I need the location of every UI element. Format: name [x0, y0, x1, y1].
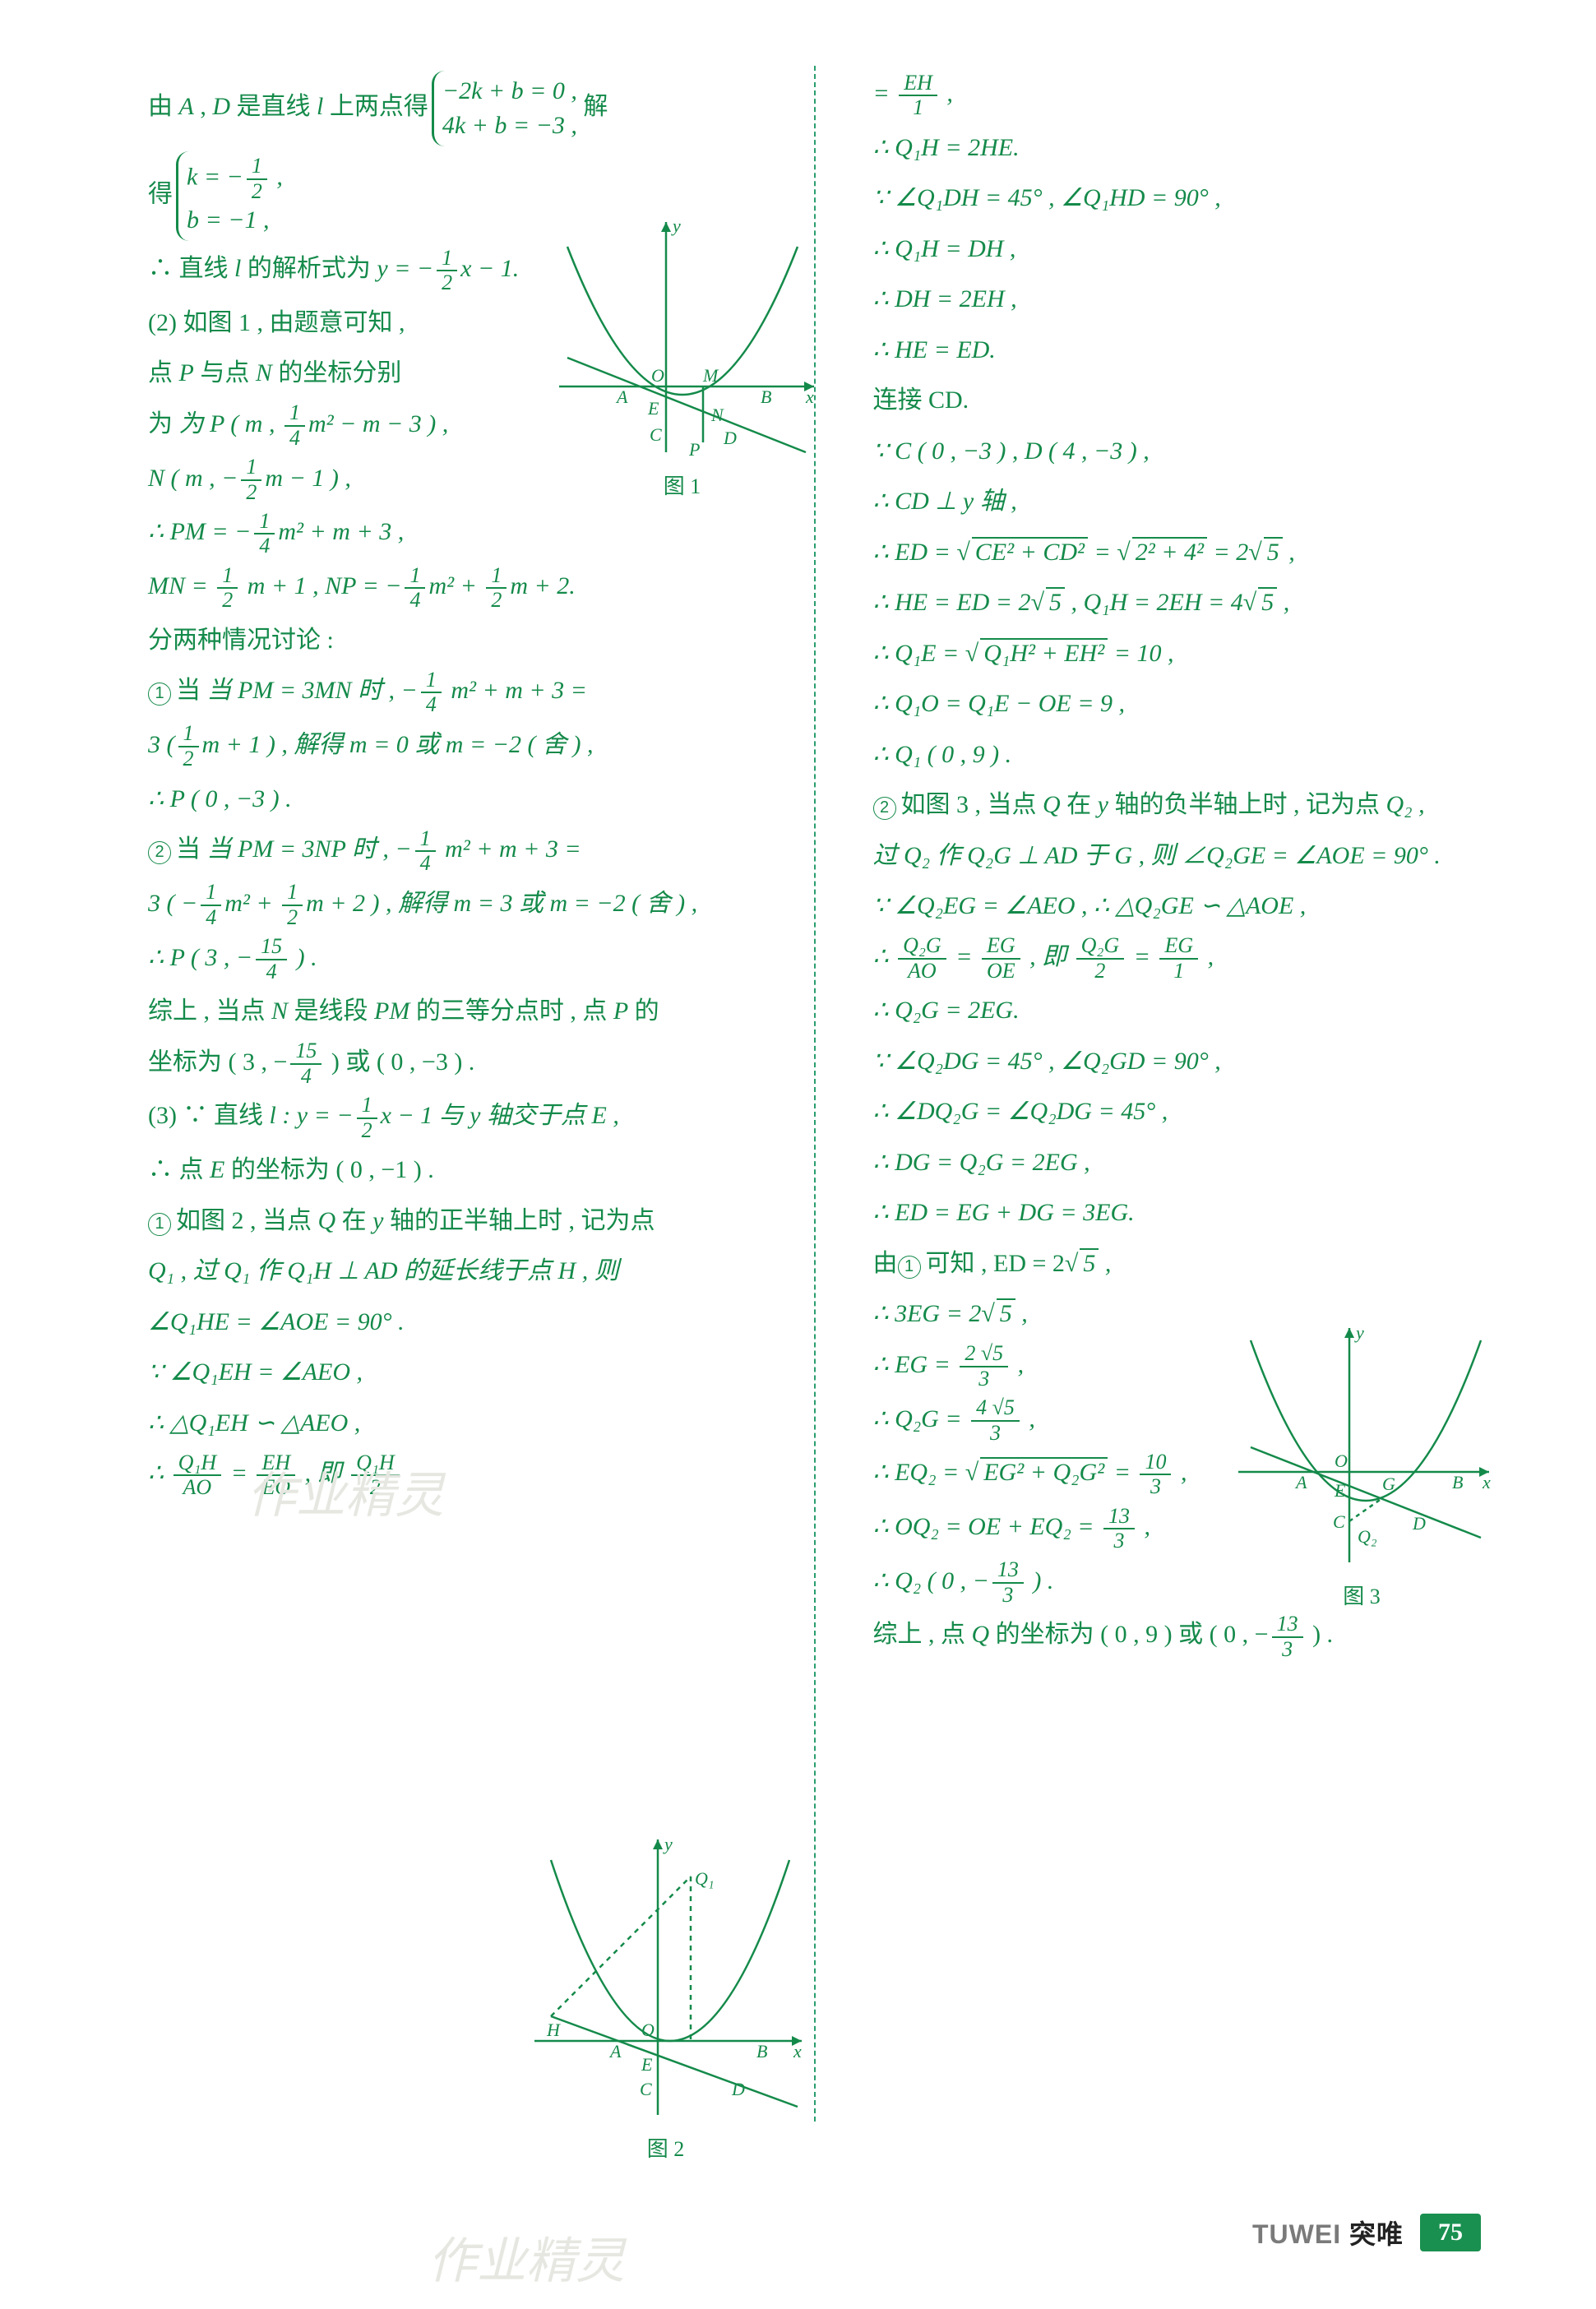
svg-text:E: E [641, 2054, 653, 2075]
svg-text:P: P [688, 439, 700, 460]
svg-text:O: O [651, 365, 664, 386]
line: ∵ ∠Q₂EG = ∠AEO , ∴ △Q₂GE ∽ △AOE , [873, 883, 1498, 929]
figure-3: y x O A B E G C D Q₂ 图 3 [1226, 1316, 1497, 1610]
figure-3-svg: y x O A B E G C D Q₂ [1226, 1316, 1497, 1571]
figure-1: y x O A B M E N C P D 图 1 [543, 214, 822, 500]
svg-text:y: y [1354, 1322, 1364, 1343]
figure-1-svg: y x O A B M E N C P D [543, 214, 822, 460]
line: = EH1 , [873, 71, 1498, 120]
line: 综上 , 当点 N 是线段 PM 的三等分点时 , 点 P 的 [148, 988, 773, 1034]
svg-text:C: C [650, 424, 662, 445]
line: ∴ ED = EG + DG = 3EG. [873, 1190, 1498, 1236]
line: ∴ Q₁H = 2HE. [873, 125, 1498, 171]
line: MN = 12 m + 1 , NP = −14m² + 12m + 2. [148, 563, 773, 613]
line: 1如图 2 , 当点 Q 在 y 轴的正半轴上时 , 记为点 [148, 1198, 773, 1244]
svg-text:E: E [1334, 1480, 1346, 1501]
line: ∴ HE = ED. [873, 327, 1498, 373]
line: ∴ DH = 2EH , [873, 276, 1498, 322]
svg-text:x: x [1482, 1472, 1491, 1492]
line: 过 Q₂ 作 Q₂G ⊥ AD 于 G , 则 ∠Q₂GE = ∠AOE = 9… [873, 833, 1498, 879]
line: 3 (12m + 1 ) , 解得 m = 0 或 m = −2 ( 舍 ) , [148, 722, 773, 771]
svg-text:C: C [640, 2079, 652, 2099]
line: 连接 CD. [873, 377, 1498, 423]
svg-text:x: x [793, 2041, 802, 2061]
svg-text:G: G [1382, 1474, 1395, 1494]
line: ∴ Q₁O = Q₁E − OE = 9 , [873, 681, 1498, 727]
footer: TUWEI 突唯 75 [1252, 2214, 1481, 2251]
line: 由1可知 , ED = 25 , [873, 1241, 1498, 1287]
line: ∴ Q₂GAO = EGOE , 即 Q₂G2 = EG1 , [873, 934, 1498, 983]
svg-text:x: x [805, 386, 814, 407]
watermark-2: 作业精灵 [428, 2221, 625, 2293]
svg-text:H: H [546, 2020, 561, 2040]
line: ∵ ∠Q₂DG = 45° , ∠Q₂GD = 90° , [873, 1039, 1498, 1085]
line: 1当 当 PM = 3MN 时 , −14 m² + m + 3 = [148, 668, 773, 717]
line: ∴ △Q₁EH ∽ △AEO , [148, 1400, 773, 1446]
svg-text:B: B [756, 2041, 767, 2061]
figure-2-caption: 图 2 [518, 2132, 814, 2163]
line: ∴ Q₁H = DH , [873, 226, 1498, 272]
line: ∴ Q₁HAO = EHEO , 即 Q₁H2 [148, 1451, 773, 1500]
svg-text:Q₁: Q₁ [695, 1868, 715, 1889]
right-column: y x O A B E G C D Q₂ 图 3 = EH1 , ∴ Q₁H =… [849, 66, 1498, 2122]
svg-text:N: N [710, 405, 724, 425]
svg-text:O: O [641, 2020, 655, 2040]
svg-text:O: O [1335, 1451, 1348, 1471]
line: Q₁ , 过 Q₁ 作 Q₁H ⊥ AD 的延长线于点 H , 则 [148, 1248, 773, 1294]
line: ∴ P ( 3 , −154 ) . [148, 935, 773, 984]
svg-text:B: B [761, 386, 771, 407]
svg-text:D: D [731, 2079, 745, 2099]
brand-en: TUWEI [1252, 2219, 1341, 2249]
svg-text:A: A [608, 2041, 622, 2061]
line: ∵ ∠Q₁EH = ∠AEO , [148, 1349, 773, 1395]
brand: TUWEI 突唯 [1252, 2214, 1404, 2251]
figure-2-svg: y x O Q₁ H A E C D B [518, 1827, 814, 2123]
svg-text:A: A [615, 386, 628, 407]
line: 3 ( −14m² + 12m + 2 ) , 解得 m = 3 或 m = −… [148, 881, 773, 930]
svg-text:y: y [671, 215, 681, 236]
line: ∵ ∠Q₁DH = 45° , ∠Q₁HD = 90° , [873, 175, 1498, 221]
svg-text:A: A [1294, 1472, 1307, 1492]
brand-cn: 突唯 [1349, 2219, 1404, 2249]
left-column: y x O A B M E N C P D 图 1 [148, 66, 816, 2122]
page-number-badge: 75 [1420, 2214, 1481, 2251]
svg-text:D: D [1412, 1513, 1426, 1534]
line: ∴ 点 E 的坐标为 ( 0 , −1 ) . [148, 1147, 773, 1193]
line: ∴ Q₁E = Q₁H² + EH² = 10 , [873, 631, 1498, 677]
page: y x O A B M E N C P D 图 1 [0, 0, 1596, 2309]
line: ∴ CD ⊥ y 轴 , [873, 479, 1498, 525]
line: 2如图 3 , 当点 Q 在 y 轴的负半轴上时 , 记为点 Q₂ , [873, 782, 1498, 828]
svg-text:B: B [1452, 1472, 1463, 1492]
line: 坐标为 ( 3 , −154 ) 或 ( 0 , −3 ) . [148, 1039, 773, 1089]
figure-3-caption: 图 3 [1226, 1580, 1497, 1610]
line: 分两种情况讨论 : [148, 618, 773, 664]
line: 综上 , 点 Q 的坐标为 ( 0 , 9 ) 或 ( 0 , −133 ) . [873, 1612, 1498, 1661]
line: ∴ PM = −14m² + m + 3 , [148, 509, 773, 558]
figure-1-caption: 图 1 [543, 470, 822, 500]
line: ∠Q₁HE = ∠AOE = 90° . [148, 1299, 773, 1345]
svg-text:C: C [1333, 1511, 1345, 1532]
svg-text:Q₂: Q₂ [1358, 1526, 1377, 1547]
line: ∴ P ( 0 , −3 ) . [148, 776, 773, 822]
line: ∴ ∠DQ₂G = ∠Q₂DG = 45° , [873, 1089, 1498, 1135]
svg-text:y: y [663, 1834, 673, 1854]
line: ∵ C ( 0 , −3 ) , D ( 4 , −3 ) , [873, 428, 1498, 474]
line: 由 A , D 是直线 l 上两点得−2k + b = 0 ,4k + b = … [148, 71, 773, 146]
line: ∴ Q₁ ( 0 , 9 ) . [873, 732, 1498, 778]
svg-text:M: M [702, 365, 719, 386]
svg-text:E: E [647, 398, 659, 419]
line: ∴ ED = CE² + CD² = 2² + 4² = 25 , [873, 530, 1498, 576]
line: ∴ Q₂G = 2EG. [873, 988, 1498, 1034]
svg-text:D: D [723, 428, 737, 448]
line: ∴ HE = ED = 25 , Q₁H = 2EH = 45 , [873, 580, 1498, 626]
line: 2当 当 PM = 3NP 时 , −14 m² + m + 3 = [148, 826, 773, 876]
line: (3) ∵ 直线 l : y = −12x − 1 与 y 轴交于点 E , [148, 1093, 773, 1142]
figure-2: y x O Q₁ H A E C D B 图 2 [518, 1827, 814, 2163]
two-column-layout: y x O A B M E N C P D 图 1 [148, 66, 1497, 2122]
line: ∴ DG = Q₂G = 2EG , [873, 1140, 1498, 1186]
